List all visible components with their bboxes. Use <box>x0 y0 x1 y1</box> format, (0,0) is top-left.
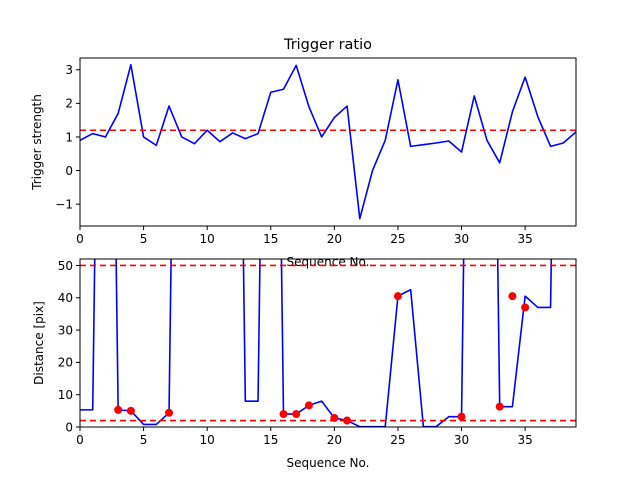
distance-marker-point <box>304 401 313 410</box>
trigger-ratio-y-tick-label: 0 <box>65 164 73 178</box>
trigger-ratio-y-tick-label: 3 <box>65 63 73 77</box>
distance-marker-point <box>457 412 466 421</box>
distance-marker-point <box>393 292 402 301</box>
distance-y-tick-label: 50 <box>58 259 73 273</box>
distance-x-tick-label: 5 <box>140 433 148 447</box>
distance-y-tick-label: 0 <box>65 420 73 434</box>
distance-x-tick-label: 35 <box>517 433 532 447</box>
trigger-ratio-y-tick-label: 2 <box>65 97 73 111</box>
trigger-ratio-y-axis-label: Trigger strength <box>30 94 44 191</box>
distance-marker-point <box>508 292 517 301</box>
distance-marker-point <box>165 408 174 417</box>
trigger-ratio-x-axis-label: Sequence No. <box>287 255 370 269</box>
trigger-ratio-x-tick-label: 25 <box>390 232 405 246</box>
trigger-ratio-plot-area <box>80 63 576 220</box>
distance-y-axis-label: Distance [pix] <box>32 301 46 385</box>
trigger-ratio-x-tick-label: 30 <box>454 232 469 246</box>
trigger-ratio-x-ticks: 0 5 10 15 20 25 30 35 <box>76 226 533 246</box>
distance-x-ticks: 0 5 10 15 20 25 30 35 <box>76 427 533 447</box>
trigger-ratio-x-tick-label: 10 <box>200 232 215 246</box>
trigger-ratio-x-tick-label: 15 <box>263 232 278 246</box>
distance-marker-point <box>292 410 301 419</box>
trigger-ratio-series-line <box>80 63 576 220</box>
trigger-ratio-x-tick-label: 5 <box>140 232 148 246</box>
distance-y-tick-label: 20 <box>58 356 73 370</box>
chart-title: Trigger ratio <box>283 37 372 53</box>
trigger-ratio-y-ticks: −1 0 1 2 3 <box>55 63 80 211</box>
distance-marker-point <box>279 410 288 419</box>
distance-marker-point <box>521 303 530 312</box>
trigger-ratio-y-tick-label: −1 <box>55 197 73 211</box>
distance-marker-point <box>330 413 339 422</box>
trigger-ratio-axes-frame <box>79 57 577 227</box>
distance-plot-area <box>80 259 576 427</box>
distance-marker-point <box>343 416 352 425</box>
trigger-ratio-x-tick-label: 20 <box>327 232 342 246</box>
distance-x-tick-label: 25 <box>390 433 405 447</box>
distance-y-tick-label: 40 <box>58 291 73 305</box>
trigger-ratio-clip-group <box>80 63 576 220</box>
distance-axes-frame <box>79 258 577 428</box>
distance-marker-point <box>495 402 504 411</box>
distance-y-tick-label: 10 <box>58 388 73 402</box>
distance-marker-point <box>126 406 135 415</box>
distance-y-tick-label: 30 <box>58 323 73 337</box>
distance-marker-point <box>114 405 123 414</box>
distance-clip-group <box>80 259 576 427</box>
distance-y-ticks: 0 10 20 30 40 50 <box>58 259 80 434</box>
distance-x-tick-label: 20 <box>327 433 342 447</box>
distance-x-tick-label: 30 <box>454 433 469 447</box>
distance-x-axis-label: Sequence No. <box>287 456 370 470</box>
trigger-ratio-y-tick-label: 1 <box>65 130 73 144</box>
trigger-ratio-panel: Trigger ratio 0 5 10 15 20 25 30 35 −1 0 1 2 3 Sequ… <box>30 37 577 269</box>
distance-x-tick-label: 15 <box>263 433 278 447</box>
trigger-ratio-x-tick-label: 35 <box>517 232 532 246</box>
distance-x-tick-label: 0 <box>76 433 84 447</box>
distance-x-tick-label: 10 <box>200 433 215 447</box>
distance-series-line <box>80 259 553 427</box>
trigger-ratio-x-tick-label: 0 <box>76 232 84 246</box>
